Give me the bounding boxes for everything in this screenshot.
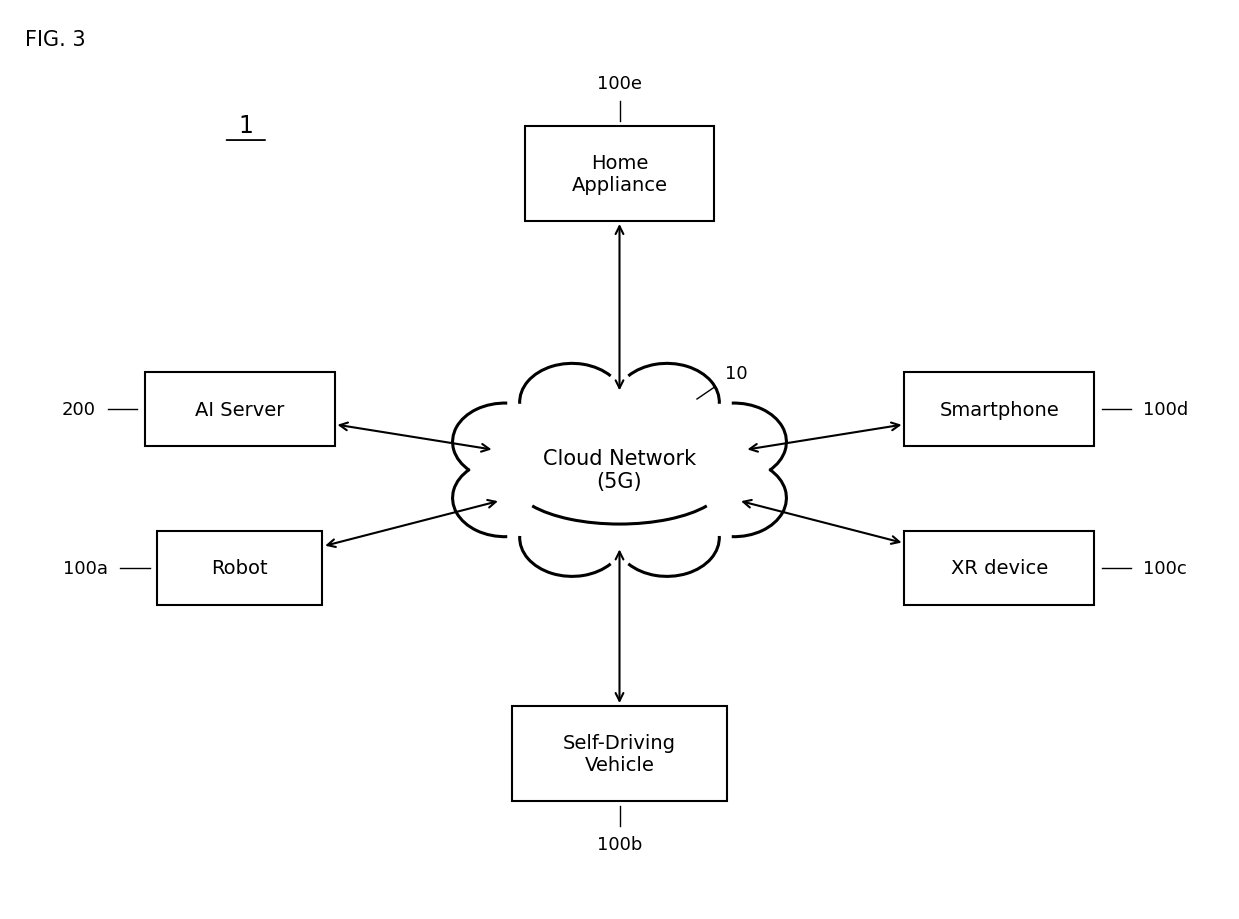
Circle shape — [615, 499, 720, 577]
Text: XR device: XR device — [950, 559, 1048, 578]
Text: AI Server: AI Server — [195, 401, 285, 419]
Text: Cloud Network
(5G): Cloud Network (5G) — [543, 448, 696, 492]
Circle shape — [452, 403, 558, 481]
Circle shape — [452, 460, 558, 537]
Text: Self-Driving
Vehicle: Self-Driving Vehicle — [563, 733, 676, 774]
Circle shape — [615, 364, 720, 441]
Circle shape — [519, 364, 624, 441]
FancyBboxPatch shape — [524, 127, 715, 221]
Circle shape — [519, 499, 624, 577]
FancyBboxPatch shape — [145, 372, 335, 447]
FancyBboxPatch shape — [904, 531, 1094, 606]
Text: FIG. 3: FIG. 3 — [25, 29, 85, 50]
Text: 100b: 100b — [597, 835, 642, 854]
Text: 200: 200 — [62, 401, 95, 419]
FancyBboxPatch shape — [904, 372, 1094, 447]
Circle shape — [681, 460, 787, 537]
Text: Smartphone: Smartphone — [939, 401, 1059, 419]
Text: 100a: 100a — [63, 559, 108, 577]
Circle shape — [681, 403, 787, 481]
Text: Robot: Robot — [212, 559, 268, 578]
Text: 100d: 100d — [1144, 401, 1188, 419]
Ellipse shape — [489, 393, 750, 548]
Text: 10: 10 — [725, 365, 748, 383]
FancyBboxPatch shape — [157, 531, 322, 606]
Text: 100c: 100c — [1144, 559, 1187, 577]
Text: 100e: 100e — [597, 74, 642, 93]
FancyBboxPatch shape — [512, 706, 727, 801]
Text: Home
Appliance: Home Appliance — [571, 153, 668, 195]
Text: 1: 1 — [238, 114, 253, 138]
